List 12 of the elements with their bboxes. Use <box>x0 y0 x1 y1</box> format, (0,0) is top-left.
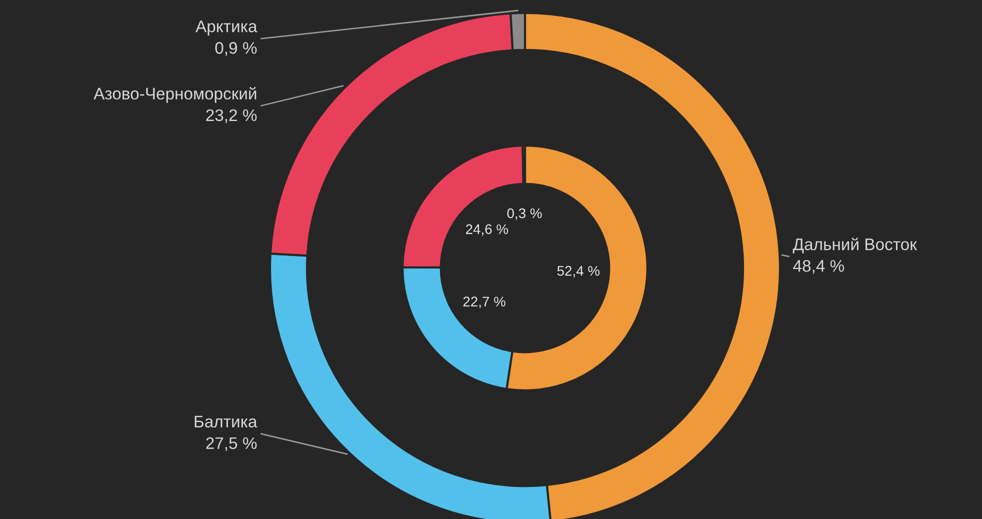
data-label: 23,2 % <box>206 109 257 124</box>
data-label: 22,7 % <box>463 296 506 308</box>
data-label: 0,9 % <box>215 42 257 56</box>
slice-label: Арктика <box>196 20 258 36</box>
data-label: 0,3 % <box>507 208 542 220</box>
data-label: 27,5 % <box>206 437 257 452</box>
data-label: 52,4 % <box>557 266 600 278</box>
slice-label: Балтика <box>194 416 258 428</box>
data-label: 48,4 % <box>793 260 844 274</box>
data-label: 24,6 % <box>466 224 508 236</box>
slice-label: Азово-Черноморский <box>94 87 256 103</box>
slice-label: Дальний Восток <box>792 238 917 254</box>
